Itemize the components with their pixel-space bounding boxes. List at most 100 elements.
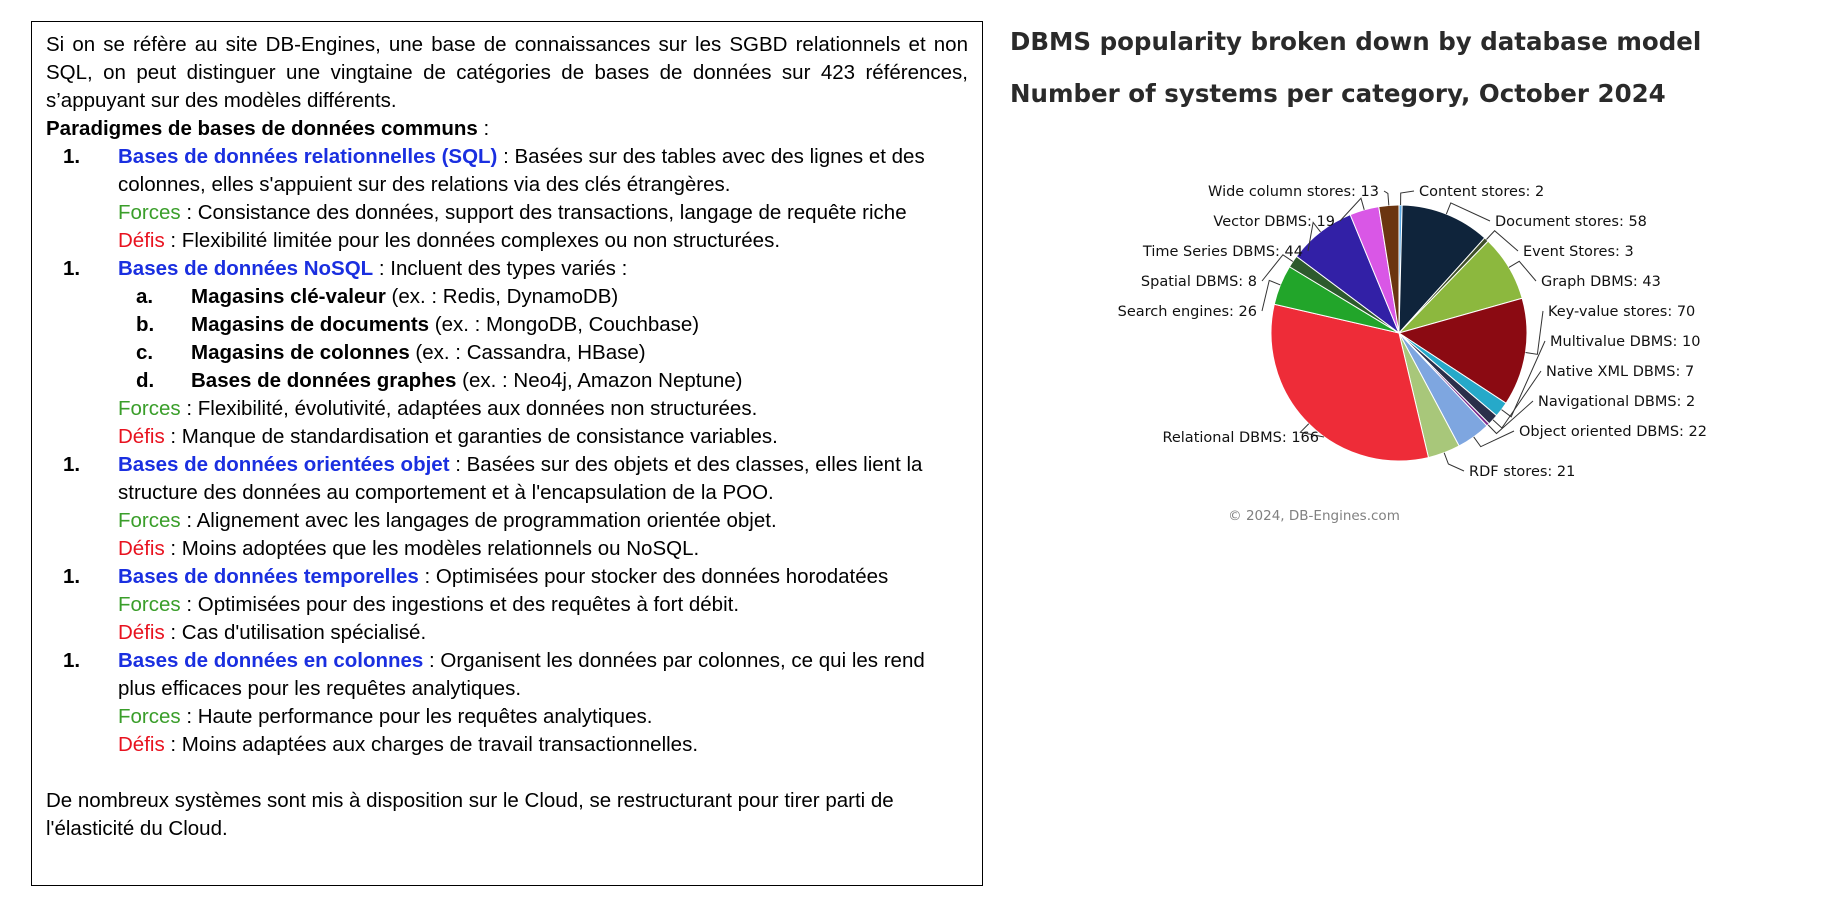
leader-line [1525,310,1544,355]
forces-text: : Alignement avec les langages de progra… [180,509,777,532]
leader-line [1501,340,1546,418]
defis-label: Défis [118,425,165,448]
sub-letter: b. [136,313,155,336]
defis-line: Défis : Moins adoptées que les modèles r… [118,535,968,563]
sub-title: Magasins de documents [191,313,430,336]
list-item-columnar: 1. Bases de données en colonnes : Organi… [46,647,968,759]
list-number: 1. [63,257,81,280]
pie-label: Graph DBMS: 43 [1541,274,1661,290]
list-item-temporal: 1. Bases de données temporelles : Optimi… [46,563,968,647]
forces-label: Forces [118,705,181,728]
forces-line: Forces : Optimisées pour des ingestions … [118,591,968,619]
pie-label: Wide column stores: 13 [1208,184,1379,200]
item-description: Bases de données orientées objet : Basée… [118,451,968,507]
chart-subtitle: Number of systems per category, October … [1010,79,1666,108]
forces-label: Forces [118,201,181,224]
item-desc-text: : Basées sur des tables avec des lignes … [118,145,925,196]
defis-line: Défis : Moins adaptées aux charges de tr… [118,731,968,759]
leader-line [1339,197,1365,222]
chart-panel: DBMS popularity broken down by database … [1010,0,1840,898]
pie-slice-wide-column-stores [1378,204,1400,334]
leader-line [1400,190,1415,206]
defis-line: Défis : Flexibilité limitée pour les don… [118,227,968,255]
item-desc-text: : Basées sur des objets et des classes, … [118,453,923,504]
item-title: Bases de données orientées objet [118,453,450,476]
forces-label: Forces [118,397,181,420]
leader-line [1487,400,1534,435]
pie-label: Multivalue DBMS: 10 [1550,334,1700,350]
leader-line [1307,221,1321,252]
defis-label: Défis [118,229,165,252]
pie-label: Relational DBMS: 166 [1162,430,1319,446]
chart-credit: © 2024, DB-Engines.com [1228,508,1400,524]
pie-slice-key-value-stores [1397,297,1528,404]
leader-line [1383,190,1390,206]
forces-line: Forces : Alignement avec les langages de… [118,507,968,535]
sub-letter: c. [136,341,154,364]
item-description: Bases de données NoSQL : Incluent des ty… [118,255,968,283]
pie-label: Navigational DBMS: 2 [1538,394,1695,410]
paradigms-heading: Paradigmes de bases de données communs [46,117,478,140]
sub-rest: (ex. : Cassandra, HBase) [409,341,646,364]
forces-label: Forces [118,593,181,616]
sub-item: d. Bases de données graphes (ex. : Neo4j,… [118,367,968,395]
forces-line: Forces : Flexibilité, évolutivité, adapt… [118,395,968,423]
defis-text: : Flexibilité limitée pour les données c… [164,229,781,252]
leader-line [1473,430,1515,448]
sub-rest: (ex. : Neo4j, Amazon Neptune) [456,369,743,392]
pie-label: Search engines: 26 [1118,304,1257,320]
list-item-object: 1. Bases de données orientées objet : Ba… [46,451,968,563]
sub-title: Magasins de colonnes [191,341,410,364]
pie-label: RDF stores: 21 [1469,464,1575,480]
intro-paragraph: Si on se réfère au site DB-Engines, une … [46,33,968,112]
paradigms-suffix: : [477,117,490,140]
pie-label: Content stores: 2 [1419,184,1544,200]
chart-title: DBMS popularity broken down by database … [1010,27,1702,56]
sub-title: Magasins clé-valeur [191,285,386,308]
forces-line: Forces : Haute performance pour les requ… [118,703,968,731]
defis-text: : Cas d'utilisation spécialisé. [164,621,427,644]
item-title: Bases de données NoSQL [118,257,374,280]
list-number: 1. [63,649,81,672]
list-item-relational: 1. Bases de données relationnelles (SQL)… [46,143,968,255]
sub-rest: (ex. : MongoDB, Couchbase) [429,313,700,336]
forces-text: : Consistance des données, support des t… [180,201,907,224]
item-desc-text: : Organisent les données par colonnes, c… [118,649,925,700]
defis-line: Défis : Manque de standardisation et gar… [118,423,968,451]
leader-line [1445,202,1491,222]
item-title: Bases de données en colonnes [118,649,424,672]
pie-label: Object oriented DBMS: 22 [1519,424,1707,440]
leader-line [1486,230,1519,252]
forces-line: Forces : Consistance des données, suppor… [118,199,968,227]
item-desc-text: : Optimisées pour stocker des données ho… [418,565,889,588]
pie-label: Event Stores: 3 [1523,244,1634,260]
defis-text: : Moins adoptées que les modèles relatio… [164,537,700,560]
item-description: Bases de données temporelles : Optimisée… [118,563,968,591]
defis-text: : Manque de standardisation et garanties… [164,425,778,448]
forces-text: : Flexibilité, évolutivité, adaptées aux… [180,397,758,420]
text-panel: Si on se réfère au site DB-Engines, une … [31,21,983,886]
defis-label: Défis [118,621,165,644]
defis-line: Défis : Cas d'utilisation spécialisé. [118,619,968,647]
forces-label: Forces [118,509,181,532]
item-description: Bases de données en colonnes : Organisen… [118,647,968,703]
sub-letter: d. [136,369,155,392]
pie-label: Time Series DBMS: 44 [1142,244,1303,260]
forces-text: : Optimisées pour des ingestions et des … [180,593,740,616]
pie-label: Document stores: 58 [1495,214,1647,230]
leader-line [1508,260,1537,282]
pie-label: Native XML DBMS: 7 [1546,364,1694,380]
item-desc-text: : Incluent des types variés : [373,257,628,280]
list-number: 1. [63,145,81,168]
sub-letter: a. [136,285,154,308]
leader-line [1299,423,1325,438]
item-description: Bases de données relationnelles (SQL) : … [118,143,968,199]
leader-line [1261,279,1281,312]
sub-item: a. Magasins clé-valeur (ex. : Redis, Dyna… [118,283,968,311]
item-title: Bases de données temporelles [118,565,419,588]
defis-text: : Moins adaptées aux charges de travail … [164,733,699,756]
leader-line [1492,370,1542,429]
sub-item: b. Magasins de documents (ex. : MongoDB, … [118,311,968,339]
defis-label: Défis [118,733,165,756]
conclusion-paragraph: De nombreux systèmes sont mis à disposit… [46,789,894,840]
